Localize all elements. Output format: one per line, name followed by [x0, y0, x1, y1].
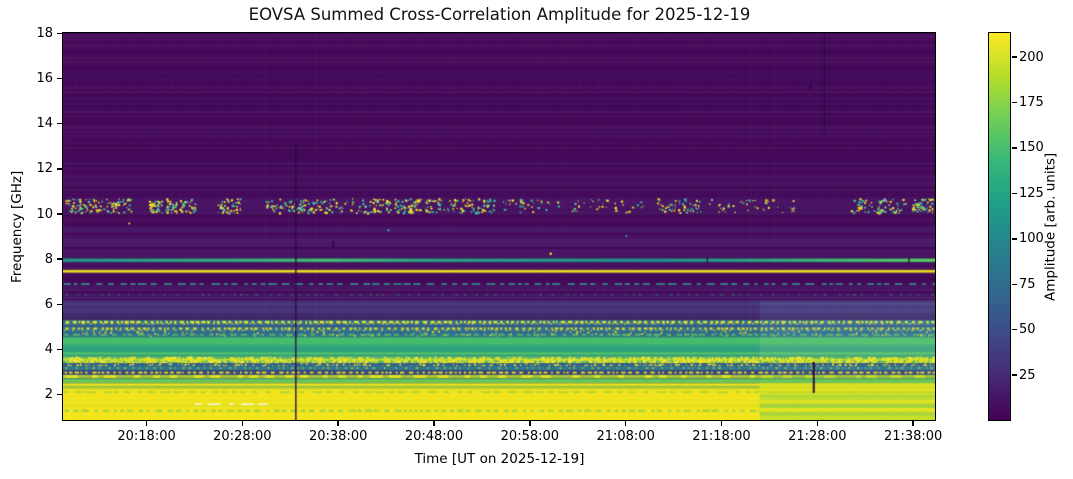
- chart-title: EOVSA Summed Cross-Correlation Amplitude…: [248, 5, 751, 24]
- y-tick-label: 12: [36, 161, 53, 177]
- y-tick-mark: [57, 32, 62, 35]
- x-tick-label: 21:18:00: [692, 429, 751, 444]
- x-tick-mark: [624, 421, 627, 426]
- colorbar-tick-mark: [1012, 238, 1017, 240]
- x-tick-mark: [720, 421, 723, 426]
- colorbar-tick-mark: [1012, 56, 1017, 58]
- x-tick-mark: [912, 421, 914, 426]
- x-tick-mark: [241, 421, 244, 426]
- y-tick-mark: [57, 258, 62, 260]
- colorbar-tick-mark: [1012, 328, 1017, 331]
- x-tick-label: 21:08:00: [596, 429, 655, 444]
- x-axis-label: Time [UT on 2025-12-19]: [414, 451, 585, 467]
- y-tick-label: 2: [44, 387, 53, 403]
- colorbar-gradient: [989, 33, 1010, 420]
- y-tick-mark: [57, 213, 62, 215]
- x-tick-label: 20:28:00: [213, 429, 272, 444]
- colorbar-label: Amplitude [arb. units]: [1042, 152, 1059, 301]
- colorbar-tick-label: 100: [1019, 231, 1044, 247]
- x-tick-mark: [145, 421, 148, 426]
- x-tick-label: 20:18:00: [117, 429, 176, 444]
- y-tick-mark: [57, 348, 62, 351]
- x-tick-mark: [433, 421, 435, 426]
- y-tick-mark: [57, 303, 62, 305]
- plot-area: [62, 32, 936, 421]
- colorbar-tick-label: 150: [1019, 140, 1044, 156]
- y-tick-label: 18: [36, 26, 53, 41]
- colorbar-tick-label: 75: [1019, 276, 1036, 292]
- colorbar-tick-label: 200: [1019, 49, 1044, 65]
- y-tick-label: 8: [44, 251, 53, 267]
- colorbar-tick-mark: [1012, 374, 1017, 376]
- x-tick-mark: [816, 421, 818, 426]
- colorbar-tick-mark: [1012, 147, 1017, 149]
- y-tick-label: 14: [36, 116, 53, 132]
- x-tick-label: 20:48:00: [404, 429, 464, 444]
- y-tick-label: 10: [36, 206, 53, 222]
- x-tick-mark: [529, 421, 531, 426]
- colorbar-tick-mark: [1012, 283, 1017, 285]
- y-tick-mark: [57, 77, 62, 80]
- x-tick-label: 21:38:00: [883, 429, 943, 444]
- colorbar-tick-mark: [1012, 192, 1017, 195]
- colorbar-tick-label: 125: [1019, 185, 1044, 201]
- x-tick-label: 20:58:00: [500, 429, 560, 444]
- y-tick-label: 6: [44, 296, 53, 312]
- x-tick-label: 21:28:00: [788, 429, 847, 444]
- y-tick-mark: [57, 393, 62, 396]
- colorbar: [988, 32, 1011, 421]
- colorbar-tick-label: 175: [1019, 95, 1044, 111]
- spectrogram-heatmap: [63, 33, 935, 420]
- y-tick-label: 4: [44, 341, 53, 357]
- x-tick-label: 20:38:00: [308, 429, 368, 444]
- colorbar-tick-label: 50: [1019, 322, 1036, 338]
- x-tick-mark: [337, 421, 339, 426]
- y-axis-label: Frequency [GHz]: [9, 170, 25, 283]
- y-tick-label: 16: [36, 71, 53, 87]
- y-tick-mark: [57, 168, 62, 170]
- colorbar-tick-mark: [1012, 101, 1017, 104]
- colorbar-tick-label: 25: [1019, 367, 1036, 383]
- y-tick-mark: [57, 123, 62, 125]
